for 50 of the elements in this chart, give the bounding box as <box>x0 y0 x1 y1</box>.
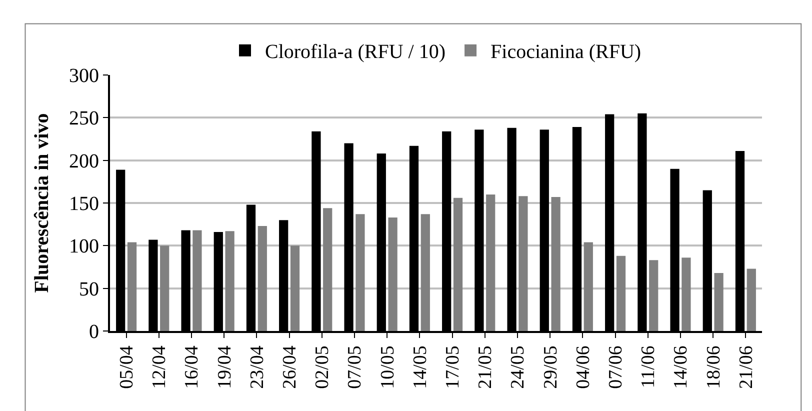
bar <box>225 231 234 331</box>
legend-label: Ficocianina (RFU) <box>490 41 642 64</box>
bar <box>584 242 593 331</box>
bar <box>682 258 691 331</box>
bar <box>746 268 756 331</box>
y-tick-label: 50 <box>79 278 99 300</box>
x-tick-label: 02/05 <box>312 346 334 389</box>
x-tick-label: 21/06 <box>736 346 757 389</box>
x-tick-label: 23/04 <box>246 345 268 389</box>
y-tick-label: 300 <box>69 65 99 87</box>
y-tick-label: 100 <box>69 236 99 258</box>
y-tick-label: 250 <box>69 108 99 130</box>
x-tick-label: 19/04 <box>214 345 236 389</box>
x-tick-label: 26/04 <box>279 345 300 389</box>
x-tick-label: 21/05 <box>475 346 496 389</box>
legend-label: Clorofila-a (RFU / 10) <box>265 41 446 64</box>
bar <box>127 242 137 331</box>
x-tick-label: 07/05 <box>344 346 366 389</box>
x-tick-label: 12/04 <box>149 345 170 389</box>
y-tick-label: 200 <box>69 150 99 172</box>
x-tick-label: 17/05 <box>442 346 464 389</box>
bar <box>649 260 658 331</box>
bar <box>551 197 560 331</box>
y-tick-label: 0 <box>89 321 99 343</box>
bar <box>192 230 202 331</box>
y-axis-title: Fluorescência in vivo <box>31 113 53 293</box>
x-tick-label: 10/05 <box>377 346 398 389</box>
bar <box>486 194 496 331</box>
bar <box>518 196 528 331</box>
bar <box>714 272 724 331</box>
x-tick-label: 16/04 <box>182 345 203 389</box>
x-tick-label: 14/05 <box>410 346 431 389</box>
bar <box>356 214 365 331</box>
x-tick-label: 05/04 <box>116 345 138 389</box>
bar <box>258 226 267 331</box>
x-tick-label: 24/05 <box>508 346 529 389</box>
x-tick-label: 07/06 <box>605 346 626 389</box>
bar <box>323 208 332 331</box>
x-tick-label: 04/06 <box>572 346 594 389</box>
x-tick-label: 11/06 <box>638 346 660 388</box>
bar <box>290 246 300 331</box>
x-tick-label: 29/05 <box>540 346 562 389</box>
x-tick-label: 18/06 <box>703 346 724 389</box>
x-tick-label: 14/06 <box>670 346 692 389</box>
bar <box>616 256 626 331</box>
bar <box>453 198 463 331</box>
bar <box>160 246 170 331</box>
bar <box>420 214 430 331</box>
y-tick-label: 150 <box>69 193 99 215</box>
bar <box>388 218 398 331</box>
